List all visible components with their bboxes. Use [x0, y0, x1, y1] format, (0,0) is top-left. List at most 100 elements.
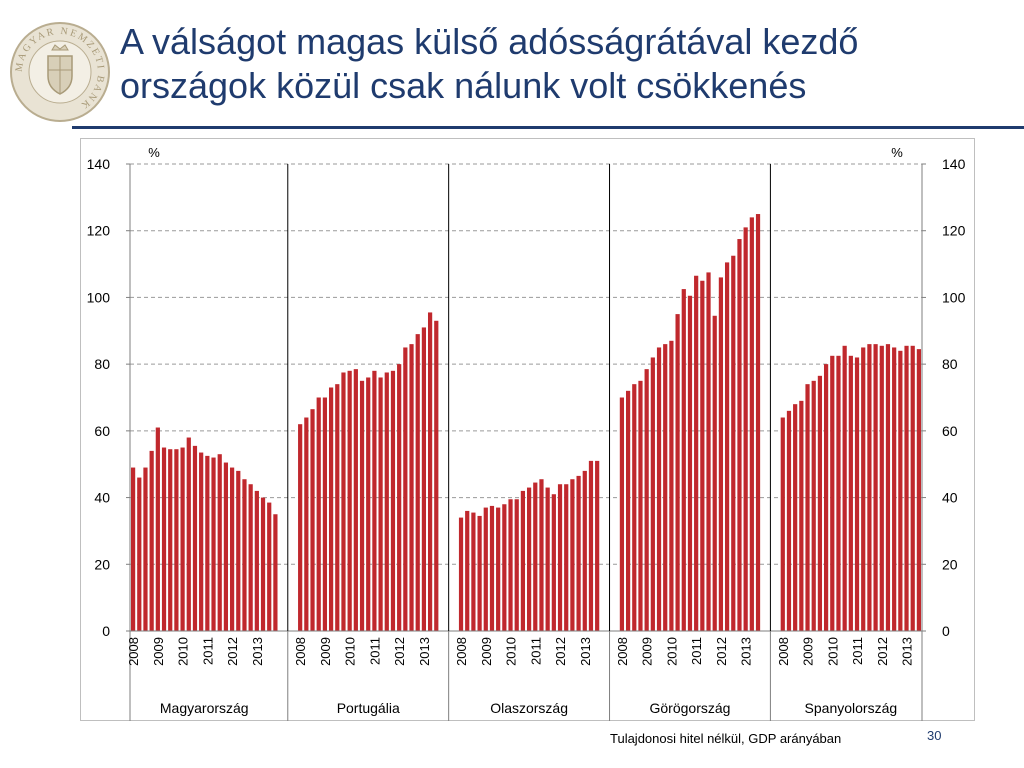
y-tick-label-right: 80: [942, 356, 958, 372]
x-year-label: 2011: [689, 637, 704, 665]
bar: [378, 377, 383, 631]
bar: [161, 447, 167, 631]
x-category-label: Görögország: [650, 700, 731, 716]
bar: [823, 364, 829, 631]
bar: [718, 277, 724, 631]
bar: [564, 484, 569, 631]
bar: [830, 355, 835, 631]
bar: [471, 512, 476, 631]
bar: [539, 479, 544, 631]
title-line-1: A válságot magas külső adósságrátával ke…: [120, 21, 859, 62]
bar: [656, 347, 662, 631]
bar: [347, 370, 352, 631]
bar: [304, 417, 309, 631]
bar: [260, 497, 266, 631]
bar: [848, 355, 853, 631]
bar: [236, 470, 241, 631]
bar: [588, 460, 594, 631]
bar: [465, 510, 470, 631]
bar: [681, 289, 686, 631]
bar: [786, 410, 792, 631]
bar: [520, 490, 526, 631]
bar: [137, 477, 142, 631]
bar: [186, 437, 191, 631]
bar: [879, 345, 884, 631]
bar: [254, 490, 259, 631]
y-tick-label-left: 60: [94, 423, 110, 439]
y-tick-label-left: 140: [87, 156, 111, 172]
bar: [644, 369, 649, 631]
bar: [366, 377, 371, 631]
bar: [421, 327, 427, 631]
title-line-2: országok közül csak nálunk volt csökkené…: [120, 65, 807, 106]
bar: [180, 447, 185, 631]
bar: [130, 467, 136, 631]
x-year-label: 2011: [200, 637, 215, 665]
bar: [799, 400, 804, 631]
x-year-label: 2013: [900, 637, 915, 666]
x-category-label: Magyarország: [160, 700, 249, 716]
bar: [353, 369, 358, 631]
bar: [712, 315, 717, 631]
x-year-label: 2008: [293, 637, 308, 666]
bar: [415, 334, 420, 631]
labels: 0 0 20 20 40 40 60 60 80 80 100 100 120 120 140 140% % 20…: [87, 145, 966, 716]
y-tick-label-right: 0: [942, 623, 950, 639]
x-year-label: 2011: [528, 637, 543, 665]
x-category-label: Portugália: [337, 700, 400, 716]
bar: [916, 349, 922, 631]
bar: [409, 344, 414, 631]
bar: [675, 314, 680, 631]
bar: [526, 487, 532, 631]
bar: [427, 312, 433, 631]
bar: [483, 507, 488, 631]
bar: [359, 380, 365, 631]
bar: [892, 347, 897, 631]
bar: [595, 460, 600, 631]
x-year-label: 2008: [126, 637, 141, 666]
x-year-label: 2011: [850, 637, 865, 665]
bar: [211, 457, 216, 631]
mnb-logo: MAGYAR NEMZETI BANK: [10, 22, 110, 122]
bar: [854, 357, 860, 631]
bar: [502, 504, 507, 631]
x-year-label: 2008: [776, 637, 791, 666]
bar: [273, 514, 278, 631]
bar: [669, 340, 674, 631]
bar: [168, 449, 173, 631]
bar: [817, 375, 823, 631]
bar: [335, 384, 340, 631]
bar: [496, 507, 501, 631]
y-tick-label-right: 40: [942, 490, 958, 506]
bar: [632, 384, 637, 631]
bar: [489, 505, 495, 631]
bar: [694, 275, 699, 631]
bar: [582, 470, 587, 631]
bar: [229, 467, 235, 631]
bar: [842, 345, 847, 631]
y-tick-label-right: 140: [942, 156, 966, 172]
page-number: 30: [927, 728, 942, 743]
bar: [650, 357, 655, 631]
bar: [248, 484, 253, 631]
x-year-label: 2012: [553, 637, 568, 666]
x-year-label: 2008: [454, 637, 469, 666]
title-divider: [72, 126, 1024, 129]
bar: [737, 239, 742, 631]
x-year-label: 2009: [640, 637, 655, 666]
bar: [310, 409, 315, 631]
bar: [223, 462, 229, 631]
bar: [576, 475, 581, 631]
bar: [267, 502, 272, 631]
bar: [192, 445, 198, 631]
x-year-label: 2013: [578, 637, 593, 666]
x-year-label: 2013: [250, 637, 265, 666]
bar: [557, 484, 563, 631]
bar: [434, 320, 439, 631]
bar: [205, 455, 210, 631]
bar: [174, 449, 179, 631]
x-year-label: 2011: [367, 637, 382, 665]
bar: [316, 397, 321, 631]
bars: [130, 214, 922, 631]
bar: [731, 255, 736, 631]
